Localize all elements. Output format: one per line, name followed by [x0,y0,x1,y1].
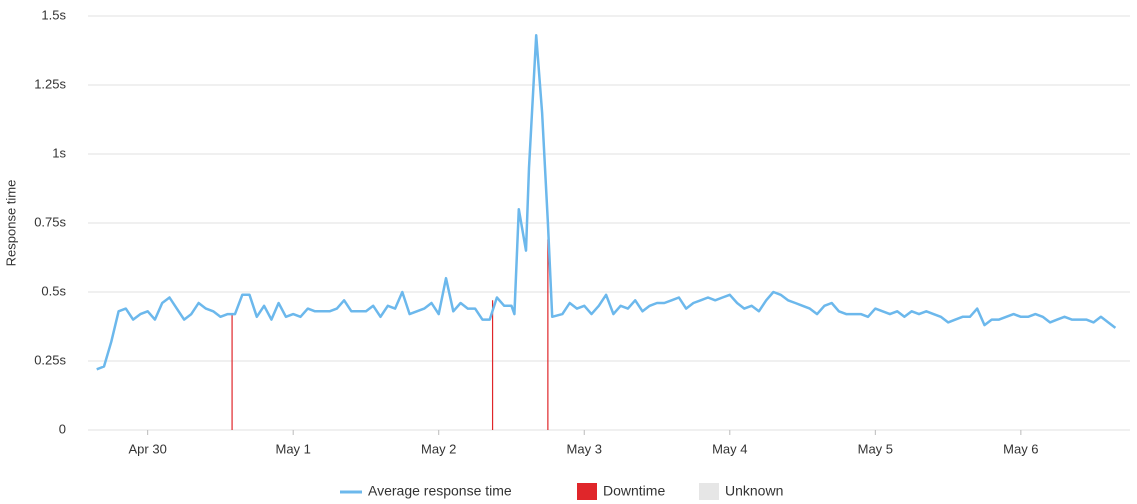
legend-label: Downtime [603,483,665,499]
x-tick-label: May 2 [421,441,456,456]
legend-swatch [699,483,719,500]
legend-swatch [577,483,597,500]
legend-label: Average response time [368,483,512,499]
y-tick-label: 1.25s [34,76,66,91]
y-axis-label: Response time [3,180,18,267]
x-tick-label: May 4 [712,441,747,456]
x-tick-label: May 5 [858,441,893,456]
y-tick-label: 0.5s [41,283,66,298]
legend-label: Unknown [725,483,783,499]
y-tick-label: 1.5s [41,7,66,22]
x-tick-label: Apr 30 [129,441,167,456]
x-tick-label: May 6 [1003,441,1038,456]
x-tick-label: May 3 [567,441,602,456]
y-tick-label: 0.75s [34,214,66,229]
y-tick-label: 0 [59,421,66,436]
response-line [96,34,1117,371]
x-tick-label: May 1 [275,441,310,456]
y-tick-label: 0.25s [34,352,66,367]
y-tick-label: 1s [52,145,66,160]
